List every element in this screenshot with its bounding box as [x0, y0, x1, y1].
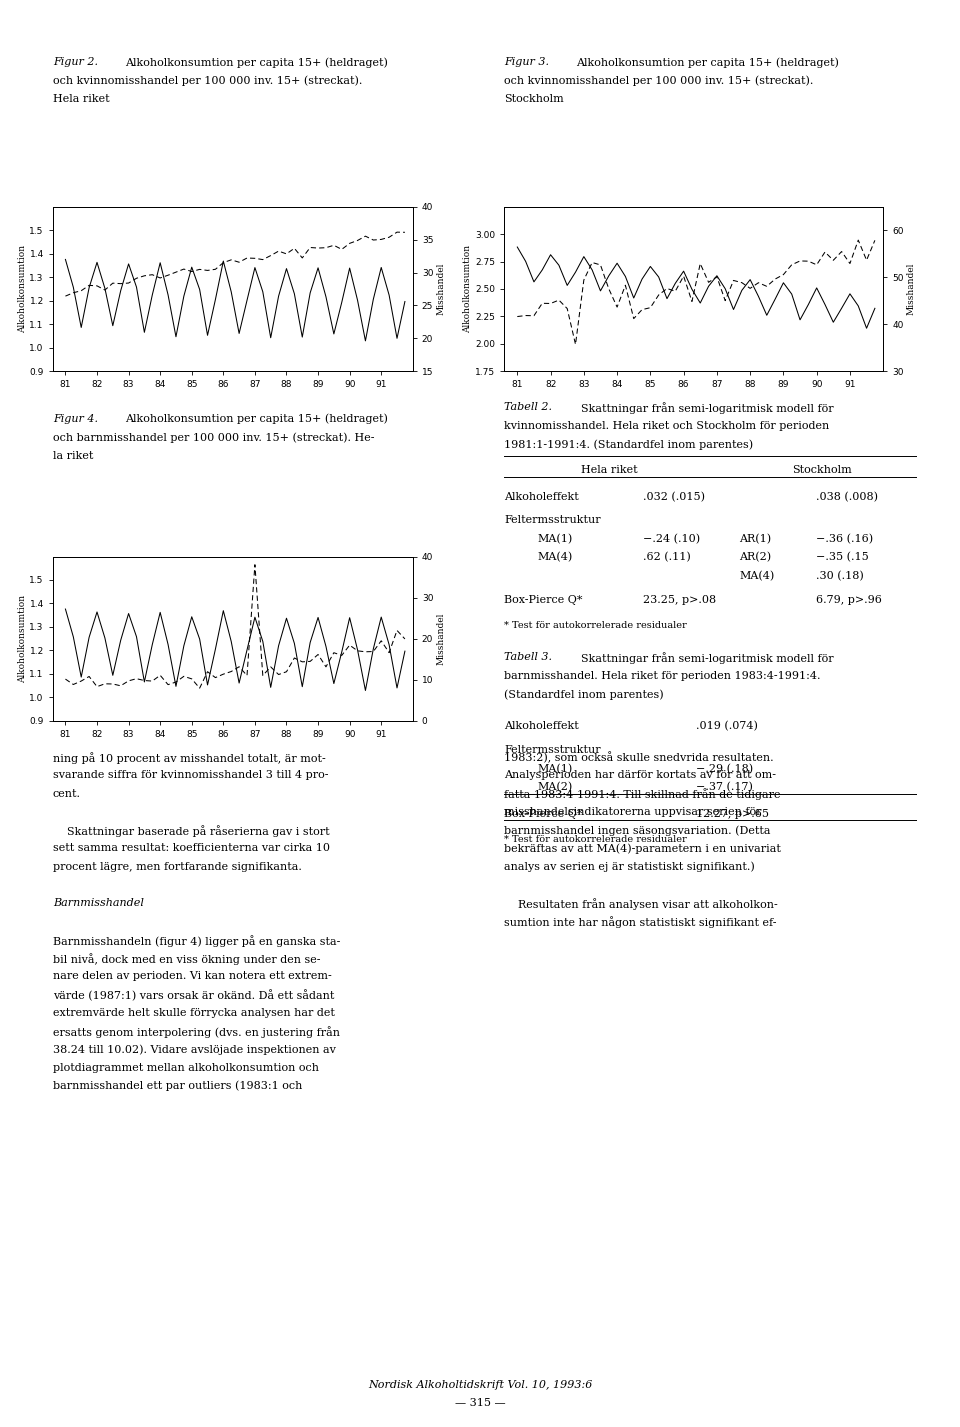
- Text: ning på 10 procent av misshandel totalt, är mot-: ning på 10 procent av misshandel totalt,…: [53, 752, 325, 763]
- Y-axis label: Alkoholkonsumtion: Alkoholkonsumtion: [463, 245, 472, 332]
- Text: MA(4): MA(4): [538, 552, 573, 562]
- Text: procent lägre, men fortfarande signifikanta.: procent lägre, men fortfarande signifika…: [53, 862, 301, 872]
- Y-axis label: Misshandel: Misshandel: [436, 612, 445, 665]
- Text: 6.79, p>.96: 6.79, p>.96: [816, 595, 882, 605]
- Text: −.36 (.16): −.36 (.16): [816, 534, 874, 544]
- Text: extremvärde helt skulle förrycka analysen har det: extremvärde helt skulle förrycka analyse…: [53, 1007, 335, 1017]
- Text: plotdiagrammet mellan alkoholkonsumtion och: plotdiagrammet mellan alkoholkonsumtion …: [53, 1063, 319, 1073]
- Text: ersatts genom interpolering (dvs. en justering från: ersatts genom interpolering (dvs. en jus…: [53, 1026, 340, 1037]
- Y-axis label: Alkoholkonsumtion: Alkoholkonsumtion: [17, 595, 27, 682]
- Text: barnmisshandel ett par outliers (1983:1 och: barnmisshandel ett par outliers (1983:1 …: [53, 1080, 302, 1092]
- Text: −.37 (.17): −.37 (.17): [696, 782, 753, 792]
- Text: kvinnomisshandel. Hela riket och Stockholm för perioden: kvinnomisshandel. Hela riket och Stockho…: [504, 421, 829, 431]
- Text: Barnmisshandeln (figur 4) ligger på en ganska sta-: Barnmisshandeln (figur 4) ligger på en g…: [53, 935, 340, 946]
- Text: Tabell 3.: Tabell 3.: [504, 652, 552, 662]
- Y-axis label: Alkoholkonsumtion: Alkoholkonsumtion: [17, 245, 27, 332]
- Text: nare delen av perioden. Vi kan notera ett extrem-: nare delen av perioden. Vi kan notera et…: [53, 972, 331, 982]
- Text: .62 (.11): .62 (.11): [643, 552, 691, 562]
- Text: Alkoholkonsumtion per capita 15+ (heldraget): Alkoholkonsumtion per capita 15+ (heldra…: [125, 57, 388, 67]
- Text: bil nivå, dock med en viss ökning under den se-: bil nivå, dock med en viss ökning under …: [53, 953, 321, 965]
- Text: * Test för autokorrelerade residualer: * Test för autokorrelerade residualer: [504, 835, 686, 843]
- Text: MA(1): MA(1): [538, 763, 573, 773]
- Text: Figur 2.: Figur 2.: [53, 57, 98, 67]
- Text: sett samma resultat: koefficienterna var cirka 10: sett samma resultat: koefficienterna var…: [53, 843, 330, 853]
- Text: Alkoholkonsumtion per capita 15+ (heldraget): Alkoholkonsumtion per capita 15+ (heldra…: [576, 57, 839, 67]
- Text: .032 (.015): .032 (.015): [643, 492, 706, 502]
- Text: Hela riket: Hela riket: [581, 465, 637, 475]
- Text: analys av serien ej är statistiskt signifikant.): analys av serien ej är statistiskt signi…: [504, 862, 755, 872]
- Text: −.29 (.18): −.29 (.18): [696, 763, 754, 773]
- Text: Box-Pierce Q*: Box-Pierce Q*: [504, 595, 583, 605]
- Text: MA(1): MA(1): [538, 534, 573, 544]
- Text: Skattningar från semi-logaritmisk modell för: Skattningar från semi-logaritmisk modell…: [581, 402, 833, 414]
- Text: fatta 1983:4-1991:4. Till skillnad från de tidigare: fatta 1983:4-1991:4. Till skillnad från …: [504, 789, 780, 801]
- Text: AR(1): AR(1): [739, 534, 771, 544]
- Text: Skattningar baserade på råserierna gav i stort: Skattningar baserade på råserierna gav i…: [53, 825, 329, 836]
- Text: * Test för autokorrelerade residualer: * Test för autokorrelerade residualer: [504, 621, 686, 629]
- Text: 23.25, p>.08: 23.25, p>.08: [643, 595, 716, 605]
- Text: bekräftas av att MA(4)-parametern i en univariat: bekräftas av att MA(4)-parametern i en u…: [504, 843, 780, 853]
- Text: .019 (.074): .019 (.074): [696, 721, 757, 731]
- Text: och kvinnomisshandel per 100 000 inv. 15+ (streckat).: och kvinnomisshandel per 100 000 inv. 15…: [504, 76, 813, 86]
- Text: Resultaten från analysen visar att alkoholkon-: Resultaten från analysen visar att alkoh…: [504, 898, 778, 910]
- Text: och kvinnomisshandel per 100 000 inv. 15+ (streckat).: och kvinnomisshandel per 100 000 inv. 15…: [53, 76, 362, 86]
- Text: Feltermsstruktur: Feltermsstruktur: [504, 745, 601, 755]
- Text: .038 (.008): .038 (.008): [816, 492, 878, 502]
- Text: 12.27, p>.65: 12.27, p>.65: [696, 809, 769, 819]
- Text: 38.24 till 10.02). Vidare avslöjade inspektionen av: 38.24 till 10.02). Vidare avslöjade insp…: [53, 1045, 336, 1055]
- Text: Stockholm: Stockholm: [792, 465, 852, 475]
- Text: −.35 (.15: −.35 (.15: [816, 552, 869, 562]
- Text: barnmisshandel ingen säsongsvariation. (Detta: barnmisshandel ingen säsongsvariation. (…: [504, 825, 771, 836]
- Text: barnmisshandel. Hela riket för perioden 1983:4-1991:4.: barnmisshandel. Hela riket för perioden …: [504, 671, 821, 681]
- Text: −.24 (.10): −.24 (.10): [643, 534, 701, 544]
- Text: 1981:1-1991:4. (Standardfel inom parentes): 1981:1-1991:4. (Standardfel inom parente…: [504, 440, 754, 450]
- Text: Nordisk Alkoholtidskrift Vol. 10, 1993:6: Nordisk Alkoholtidskrift Vol. 10, 1993:6: [368, 1380, 592, 1390]
- Text: Stockholm: Stockholm: [504, 94, 564, 104]
- Y-axis label: Misshandel: Misshandel: [906, 263, 916, 315]
- Text: Box-Pierce Q*: Box-Pierce Q*: [504, 809, 583, 819]
- Text: Analysperioden har därför kortats av för att om-: Analysperioden har därför kortats av för…: [504, 771, 776, 781]
- Text: MA(2): MA(2): [538, 782, 573, 792]
- Text: la riket: la riket: [53, 451, 93, 461]
- Text: sumtion inte har någon statistiskt signifikant ef-: sumtion inte har någon statistiskt signi…: [504, 916, 777, 928]
- Text: MA(4): MA(4): [739, 571, 775, 581]
- Text: Skattningar från semi-logaritmisk modell för: Skattningar från semi-logaritmisk modell…: [581, 652, 833, 664]
- Text: och barnmisshandel per 100 000 inv. 15+ (streckat). He-: och barnmisshandel per 100 000 inv. 15+ …: [53, 432, 374, 442]
- Text: Hela riket: Hela riket: [53, 94, 109, 104]
- Text: svarande siffra för kvinnomisshandel 3 till 4 pro-: svarande siffra för kvinnomisshandel 3 t…: [53, 771, 328, 781]
- Text: 1983:2), som också skulle snedvrida resultaten.: 1983:2), som också skulle snedvrida resu…: [504, 752, 774, 763]
- Text: — 315 —: — 315 —: [455, 1398, 505, 1408]
- Text: värde (1987:1) vars orsak är okänd. Då ett sådant: värde (1987:1) vars orsak är okänd. Då e…: [53, 989, 334, 1002]
- Text: Figur 3.: Figur 3.: [504, 57, 549, 67]
- Text: misshandelsindikatorerna uppvisar serien för: misshandelsindikatorerna uppvisar serien…: [504, 806, 761, 816]
- Text: (Standardfel inom parentes): (Standardfel inom parentes): [504, 689, 663, 699]
- Text: Alkoholeffekt: Alkoholeffekt: [504, 492, 579, 502]
- Text: Barnmisshandel: Barnmisshandel: [53, 898, 144, 908]
- Text: Alkoholkonsumtion per capita 15+ (heldraget): Alkoholkonsumtion per capita 15+ (heldra…: [125, 414, 388, 424]
- Y-axis label: Misshandel: Misshandel: [436, 263, 445, 315]
- Text: cent.: cent.: [53, 789, 81, 799]
- Text: Figur 4.: Figur 4.: [53, 414, 98, 424]
- Text: Tabell 2.: Tabell 2.: [504, 402, 552, 412]
- Text: Alkoholeffekt: Alkoholeffekt: [504, 721, 579, 731]
- Text: .30 (.18): .30 (.18): [816, 571, 864, 581]
- Text: Feltermsstruktur: Feltermsstruktur: [504, 515, 601, 525]
- Text: AR(2): AR(2): [739, 552, 771, 562]
